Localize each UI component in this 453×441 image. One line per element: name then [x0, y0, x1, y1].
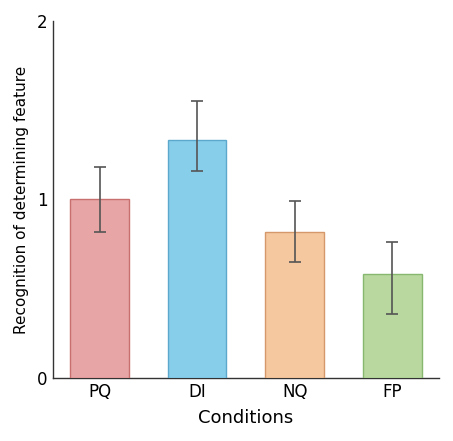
Bar [70, 199, 129, 378]
Bar [168, 141, 226, 378]
Bar [363, 274, 422, 378]
X-axis label: Conditions: Conditions [198, 409, 294, 427]
Y-axis label: Recognition of determining feature: Recognition of determining feature [14, 65, 29, 333]
Bar [265, 232, 324, 378]
